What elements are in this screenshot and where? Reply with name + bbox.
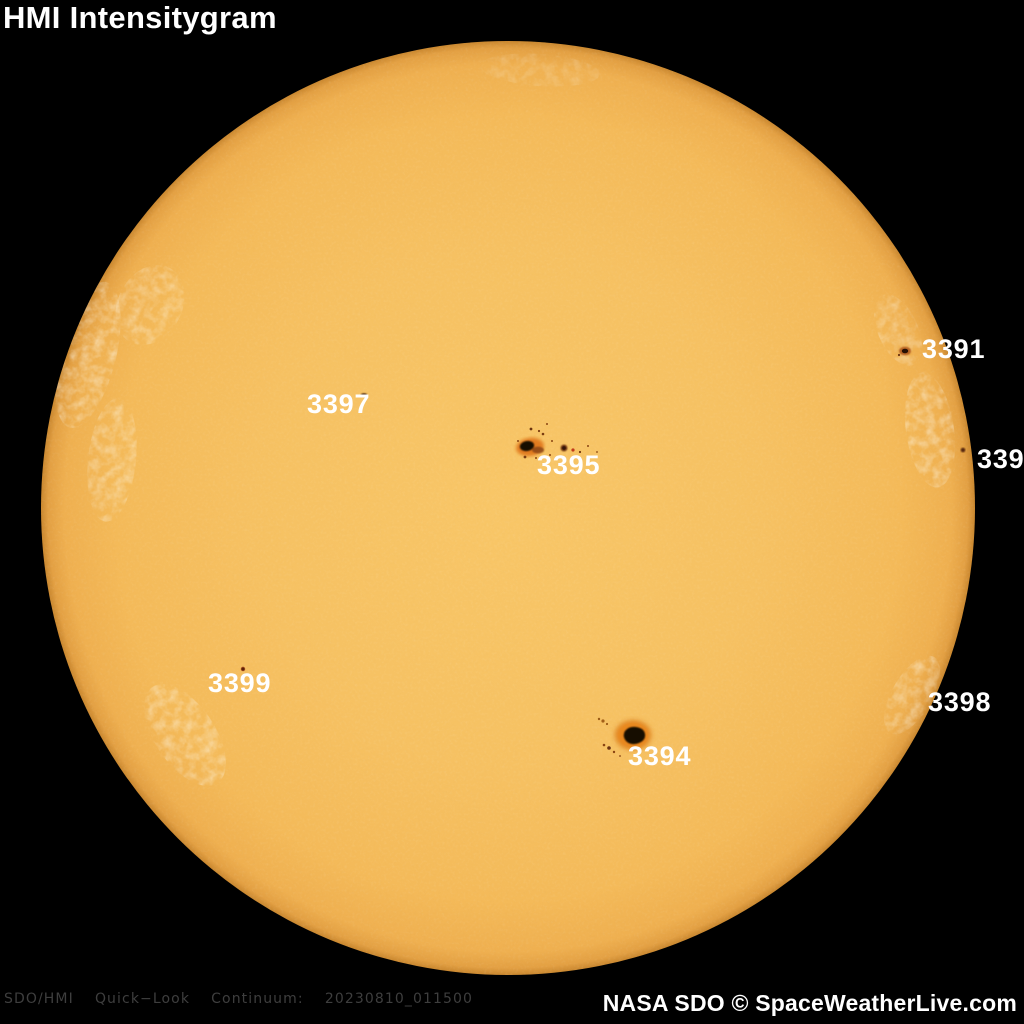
sunspot-ar3394 bbox=[597, 717, 652, 757]
region-label-3395: 3395 bbox=[537, 450, 601, 480]
instrument-timestamp-caption: SDO/HMI Quick−Look Continuum: 20230810_0… bbox=[4, 991, 474, 1007]
region-label-3391: 3391 bbox=[922, 334, 986, 364]
page-title: HMI Intensitygram bbox=[3, 0, 277, 35]
region-label-3394: 3394 bbox=[628, 741, 692, 771]
region-label-3399: 3399 bbox=[208, 668, 272, 698]
sunspot-ar3399 bbox=[240, 666, 246, 672]
sunspot-ar3397 bbox=[360, 393, 368, 397]
sunspot-ar3391 bbox=[897, 346, 911, 357]
region-label-339x: 339 bbox=[977, 444, 1024, 474]
sunspot-ar339x bbox=[960, 447, 966, 453]
sunspot-ar3395 bbox=[516, 423, 598, 459]
credit-caption: NASA SDO © SpaceWeatherLive.com bbox=[602, 990, 1017, 1016]
region-label-3398: 3398 bbox=[928, 687, 992, 717]
region-label-3397: 3397 bbox=[307, 389, 371, 419]
